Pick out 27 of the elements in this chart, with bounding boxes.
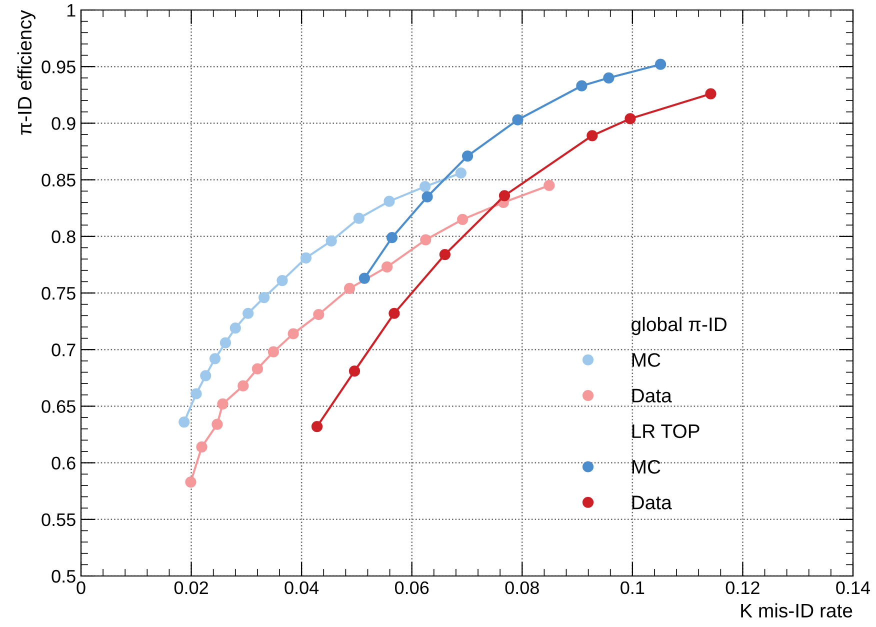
y-tick-label: 0.9 xyxy=(52,117,76,130)
x-tick-label: 0.12 xyxy=(726,581,760,594)
legend-label: MC xyxy=(632,460,660,474)
x-tick-label: 0.1 xyxy=(620,581,644,594)
y-axis-title: π-ID efficiency xyxy=(17,10,36,135)
y-tick-label: 0.75 xyxy=(42,286,76,300)
legend-label: Data xyxy=(632,496,672,510)
y-tick-label: 0.7 xyxy=(52,344,76,356)
y-tick-label: 0.65 xyxy=(42,400,76,413)
y-tick-label: 0.8 xyxy=(52,230,76,244)
y-tick-label: 0.95 xyxy=(42,60,76,74)
y-tick-label: 0.5 xyxy=(52,570,76,583)
x-tick-label: 0.14 xyxy=(836,581,870,594)
x-axis-title: K mis-ID rate xyxy=(741,603,852,618)
x-tick-label: 0.08 xyxy=(505,581,539,594)
legend-label: MC xyxy=(632,353,660,367)
x-tick-label: 0.04 xyxy=(284,581,319,594)
annotation: LR TOP xyxy=(632,424,700,438)
x-tick-label: 0 xyxy=(76,581,86,594)
annotation: global π-ID xyxy=(632,316,726,336)
y-tick-label: 0.6 xyxy=(52,456,76,470)
legend-label: Data xyxy=(632,388,672,402)
y-tick-label: 0.85 xyxy=(42,174,76,187)
y-tick-label: 0.55 xyxy=(42,513,76,526)
y-tick-label: 1 xyxy=(67,4,76,17)
x-tick-label: 0.06 xyxy=(394,581,429,594)
x-tick-label: 0.02 xyxy=(174,581,208,594)
